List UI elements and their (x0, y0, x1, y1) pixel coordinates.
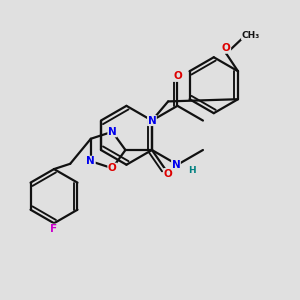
Text: N: N (148, 116, 156, 126)
Text: N: N (172, 160, 180, 170)
Text: O: O (222, 43, 231, 53)
Text: N: N (108, 127, 117, 137)
Text: CH₃: CH₃ (242, 31, 260, 40)
Text: O: O (164, 169, 172, 178)
Text: N: N (86, 156, 95, 166)
Text: H: H (188, 166, 195, 175)
Text: F: F (50, 224, 58, 234)
Text: O: O (173, 71, 182, 81)
Text: O: O (108, 163, 117, 173)
